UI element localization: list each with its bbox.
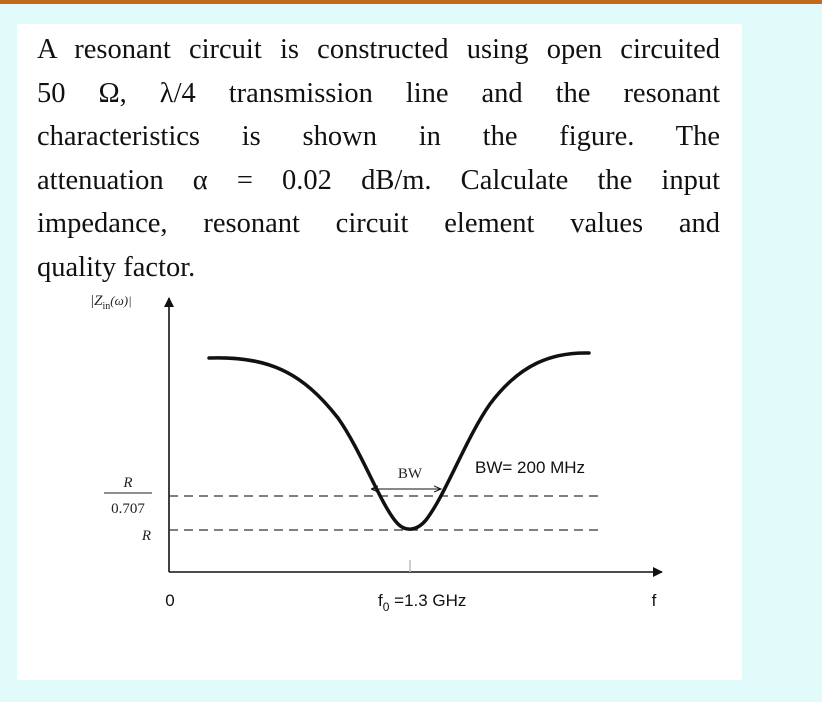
x-axis-label: f (652, 591, 657, 610)
question-card: A resonant circuit is constructed using … (17, 24, 742, 680)
problem-line-2: 50 Ω, λ/4 transmission line and the reso… (37, 77, 720, 109)
level-lower-label: R (141, 528, 151, 544)
f0-label: f0 =1.3 GHz (378, 591, 466, 614)
bw-arrow-label: BW (398, 466, 423, 482)
top-accent-bar (0, 0, 822, 4)
problem-statement: A resonant circuit is constructed using … (37, 28, 720, 289)
origin-label: 0 (165, 591, 174, 610)
bw-value-label: BW= 200 MHz (475, 458, 585, 477)
problem-line-5: impedance, resonant circuit element valu… (37, 208, 720, 239)
problem-line-4: attenuation α = 0.02 dB/m. Calculate the… (37, 164, 720, 196)
level-upper-numerator: R (122, 475, 132, 491)
impedance-curve (207, 351, 591, 531)
y-axis-label: |Zin(ω)| (90, 293, 132, 312)
problem-line-1: A resonant circuit is constructed using … (37, 34, 720, 65)
problem-line-3: characteristics is shown in the figure. … (37, 121, 720, 152)
problem-line-6: quality factor. (37, 251, 196, 283)
level-upper-denominator: 0.707 (111, 501, 145, 517)
